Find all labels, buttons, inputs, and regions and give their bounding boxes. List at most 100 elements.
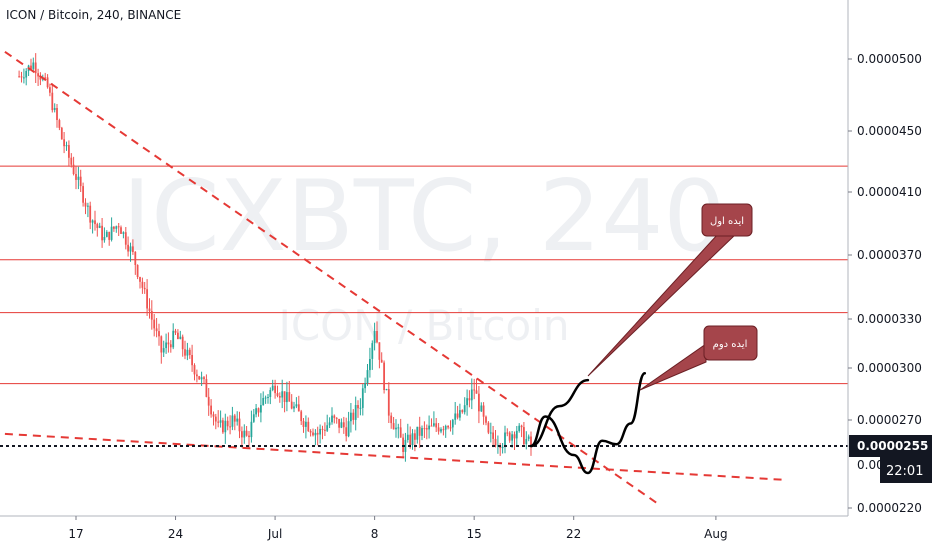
candle-body [264,397,267,399]
candle-body [53,108,56,110]
candle-body [82,186,84,203]
candle-body [75,174,77,180]
trendline[interactable] [4,432,788,481]
trendline[interactable] [4,50,660,506]
countdown-badge [880,457,932,483]
candle-body [364,383,366,389]
candle-body [290,401,293,409]
candle-body [421,428,423,436]
candle-body [179,336,182,339]
candle-body [101,225,103,241]
candle-body [18,76,20,78]
candle-body [338,418,340,428]
time-tick-label: 24 [168,527,183,541]
candle-body [378,342,381,360]
time-axis[interactable] [0,516,932,550]
candle-body [470,389,473,401]
candle-body [30,65,32,69]
candle-body [283,391,286,402]
candle-body [459,410,461,418]
candle-body [518,425,521,431]
candle-body [494,438,497,446]
candle-body [383,362,385,390]
candle-body [160,336,163,353]
candle-body [141,281,144,288]
candle-body [359,407,362,409]
candle-body [404,439,407,452]
candle-body [385,389,388,391]
candle-body [293,406,295,409]
scenario-drawing[interactable] [529,378,590,448]
candle-body [513,434,516,439]
candle-body [309,431,312,433]
candle-body [418,426,421,436]
price-tick-label: 0.0000370 [857,248,922,262]
candle-body [148,308,151,311]
candle-body [530,436,532,446]
candle-body [324,429,326,431]
callout-idea-two-text: ایده دوم [713,339,748,350]
callout-idea-one-text: ایده اول [710,216,744,227]
candle-body [347,421,350,437]
price-tick-label: 0.0000410 [857,185,922,199]
candle-body [260,405,262,413]
candle-body [96,224,99,228]
candle-body [314,432,317,436]
candle-body [210,405,212,415]
candle-body [468,398,471,401]
callout-idea-one[interactable]: ایده اول [587,203,753,377]
candle-body [217,421,220,423]
candle-body [98,225,101,228]
candle-body [515,430,518,439]
candle-body [132,246,134,252]
candle-body [56,108,58,120]
candle-body [371,343,374,359]
candle-body [23,77,25,79]
candle-body [186,349,189,356]
candle-body [295,404,298,407]
candle-body [155,328,158,332]
candle-body [357,405,359,409]
candle-body [162,348,165,353]
candle-body [139,277,141,282]
candle-body [238,418,241,432]
candle-body [312,432,314,436]
candle-body [60,127,63,140]
candle-body [331,415,333,423]
callout-idea-two[interactable]: ایده دوم [639,325,758,391]
candle-body [501,446,504,449]
candle-body [480,405,483,412]
candle-body [390,415,393,424]
candle-body [373,331,376,344]
candle-body [482,405,485,417]
countdown-label: 22:01 [886,464,923,479]
time-tick-label: 15 [467,527,482,541]
current-price-badge [849,435,932,457]
candle-body [32,62,35,69]
candle-body [193,365,196,375]
scenario-drawing[interactable] [529,371,647,475]
price-tick-label: 0.0000330 [857,312,922,326]
candle-body [392,423,395,430]
candle-body [233,415,236,422]
candle-body [352,412,355,420]
candle-body [267,397,269,398]
candle-body [191,355,193,366]
candle-body [435,423,438,428]
candle-body [380,359,383,363]
candle-body [286,392,288,403]
candle-body [34,62,37,74]
candle-body [25,71,28,78]
candle-body [414,433,416,440]
callout-idea-one-box [701,203,753,237]
candle-body [475,390,478,394]
price-axis[interactable] [848,0,932,516]
candle-body [354,405,357,420]
candle-body [492,432,494,439]
candle-body [207,396,210,406]
candle-body [236,418,239,422]
candle-body [212,414,215,417]
chart-title: ICON / Bitcoin, 240, BINANCE [6,8,182,22]
